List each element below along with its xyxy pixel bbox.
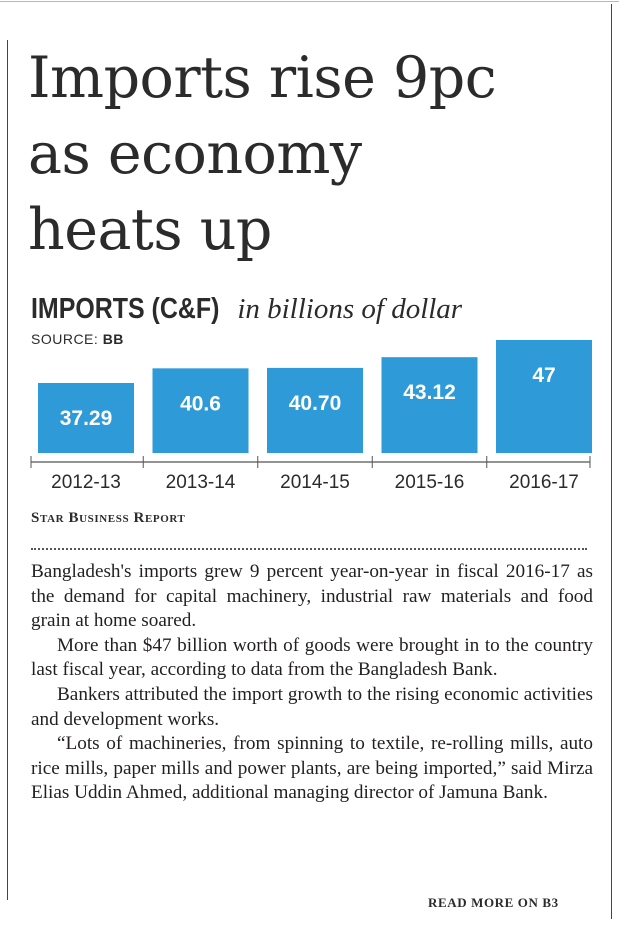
headline-line-2: as economy xyxy=(28,121,362,187)
dotted-separator xyxy=(31,548,587,550)
bar-value-label: 47 xyxy=(532,364,555,387)
bar-2016-17 xyxy=(496,340,592,453)
bar-value-label: 40.6 xyxy=(180,392,221,415)
headline-line-1: Imports rise 9pc xyxy=(28,45,497,111)
chart-title-bold: IMPORTS (C&F) xyxy=(31,293,220,325)
byline: Star Business Report xyxy=(31,510,186,526)
read-more-link[interactable]: READ MORE ON B3 xyxy=(428,895,559,910)
headline-line-3: heats up xyxy=(28,197,272,263)
x-tick-label: 2013-14 xyxy=(166,472,236,493)
bar-2012-13 xyxy=(38,383,134,453)
source-label: SOURCE: xyxy=(31,331,99,347)
article-paragraph: Bankers attributed the import growth to … xyxy=(31,683,593,730)
bar-value-label: 37.29 xyxy=(60,407,113,430)
source-value: BB xyxy=(102,331,124,347)
x-tick-label: 2016-17 xyxy=(509,472,579,493)
article-paragraph: “Lots of machineries, from spinning to t… xyxy=(31,733,593,804)
bar-2014-15 xyxy=(267,367,363,453)
left-column-rule xyxy=(7,40,8,900)
x-tick-label: 2014-15 xyxy=(280,472,350,493)
chart-source: SOURCE: BB xyxy=(31,331,124,347)
chart-title: IMPORTS (C&F) in billions of dollar xyxy=(31,291,462,326)
bar-2015-16 xyxy=(381,357,478,453)
article-paragraph: Bangladesh's imports grew 9 percent year… xyxy=(31,561,593,632)
article-body: Bangladesh's imports grew 9 percent year… xyxy=(31,560,593,806)
bar-value-label: 40.70 xyxy=(289,392,342,415)
top-border-rule xyxy=(0,1,619,2)
headline: Imports rise 9pc as economy heats up xyxy=(28,40,608,268)
article-paragraph: More than $47 billion worth of goods wer… xyxy=(31,634,593,681)
right-column-rule xyxy=(611,4,612,919)
x-tick-label: 2015-16 xyxy=(395,472,465,493)
chart-title-unit: in billions of dollar xyxy=(237,293,463,325)
bar-2013-14 xyxy=(152,368,249,453)
bar-value-label: 43.12 xyxy=(403,381,456,404)
x-tick-label: 2012-13 xyxy=(51,472,121,493)
